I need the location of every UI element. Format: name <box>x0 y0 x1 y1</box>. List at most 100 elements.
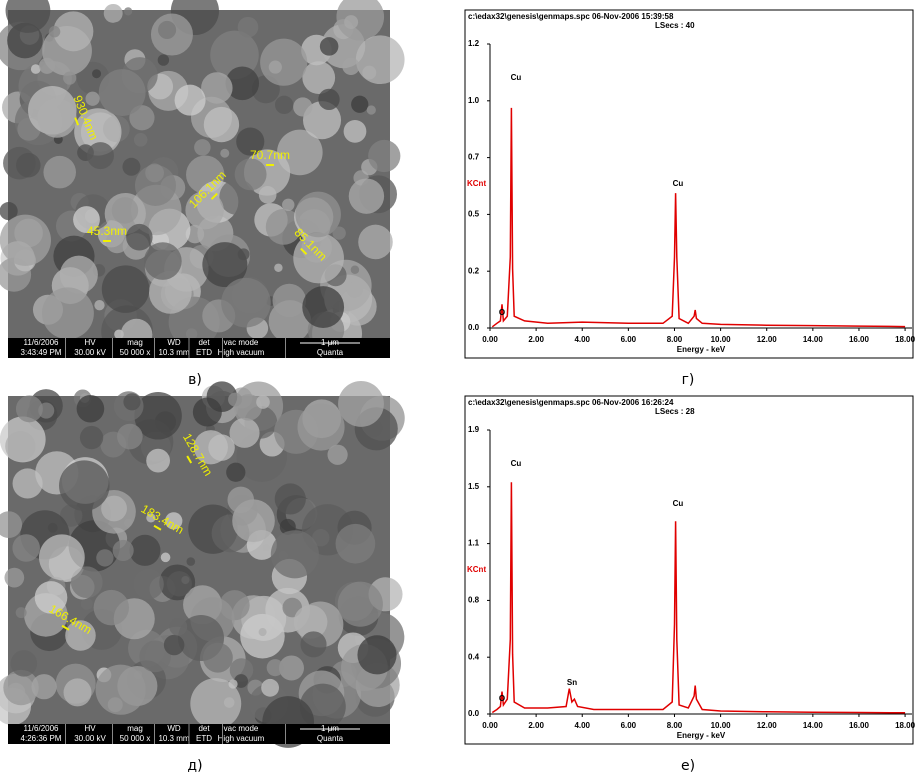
particle <box>190 678 242 730</box>
measurement-label: 70.7nm <box>250 148 290 162</box>
x-tick-label: 18.00 <box>895 335 916 344</box>
particle <box>272 283 307 318</box>
particle <box>63 71 77 85</box>
info-text: WD <box>167 338 181 347</box>
particle <box>293 232 344 284</box>
particle <box>229 417 260 448</box>
y-axis-label: KCnt <box>467 565 486 574</box>
y-tick-label: 1.5 <box>468 482 480 491</box>
particle <box>92 69 102 79</box>
particle <box>5 0 51 33</box>
info-text: ETD <box>196 348 212 357</box>
particle <box>133 133 148 147</box>
particle <box>15 607 27 619</box>
particle <box>85 91 100 106</box>
spectrum-line <box>491 107 906 328</box>
x-tick-label: 6.00 <box>621 721 637 730</box>
x-tick-label: 4.00 <box>574 335 590 344</box>
x-axis-label: Energy - keV <box>677 345 726 354</box>
x-axis-label: Energy - keV <box>677 731 726 740</box>
particle <box>122 157 141 176</box>
peak-label: Cu <box>673 499 684 508</box>
particle <box>163 634 185 656</box>
particle <box>266 659 284 677</box>
particle <box>31 674 57 700</box>
particle <box>270 530 319 579</box>
particle <box>34 581 68 614</box>
particle <box>274 263 283 272</box>
particle <box>80 597 93 610</box>
particle <box>338 381 384 427</box>
y-tick-label: 1.2 <box>468 39 480 48</box>
x-tick-label: 16.00 <box>849 721 870 730</box>
particle <box>344 15 359 30</box>
particle <box>297 403 345 451</box>
particle <box>123 393 141 411</box>
particle <box>146 513 156 523</box>
particle <box>174 84 206 116</box>
particle <box>350 265 360 274</box>
measurement-bar <box>74 117 80 126</box>
particle <box>226 462 246 482</box>
particle <box>201 72 233 104</box>
spectrum-header: c:\edax32\genesis\genmaps.spc 06-Nov-200… <box>468 12 674 21</box>
measurement-bar <box>61 624 70 631</box>
peak-label: O <box>499 308 505 317</box>
particle <box>15 395 43 423</box>
particle <box>348 178 385 214</box>
y-tick-label: 1.0 <box>468 96 480 105</box>
spectrum-line <box>491 482 906 714</box>
info-text: HV <box>84 338 96 347</box>
particle <box>332 226 346 240</box>
particle <box>194 139 211 156</box>
particle <box>346 281 363 298</box>
particle <box>143 242 182 280</box>
peak-label: Cu <box>511 73 522 82</box>
particle <box>228 679 238 689</box>
particle <box>278 655 304 681</box>
particle <box>237 16 259 38</box>
particle <box>327 444 348 465</box>
particle <box>342 57 360 76</box>
x-tick-label: 8.00 <box>667 335 683 344</box>
info-bar <box>8 338 390 358</box>
particle <box>65 620 96 651</box>
y-tick-label: 0.7 <box>468 153 480 162</box>
particle <box>227 486 255 514</box>
info-text: 11/6/2006 <box>24 338 60 347</box>
info-text: 3:43:49 PM <box>21 348 62 357</box>
particle <box>293 605 328 639</box>
peak-label: O <box>499 694 505 703</box>
particle <box>95 664 146 715</box>
measurement-bar <box>300 247 308 255</box>
particle <box>210 30 259 80</box>
particle <box>74 108 122 156</box>
particle <box>302 286 345 328</box>
particle <box>160 552 171 563</box>
info-text: det <box>198 338 210 347</box>
particle <box>37 98 77 138</box>
y-tick-label: 0.4 <box>468 652 480 661</box>
particle <box>96 549 114 567</box>
info-text: Quanta <box>317 734 344 743</box>
particle <box>139 640 172 673</box>
particle <box>30 64 41 74</box>
particle <box>0 214 51 266</box>
x-tick-label: 18.00 <box>895 721 916 730</box>
measurement-label: 45.3nm <box>87 224 127 238</box>
particle <box>12 534 40 562</box>
particle <box>53 11 94 52</box>
info-text: HV <box>84 724 96 733</box>
particle <box>12 468 43 499</box>
particle <box>94 300 105 311</box>
info-text: WD <box>167 724 181 733</box>
particle <box>355 35 405 85</box>
particle <box>258 628 267 637</box>
particle <box>0 416 46 463</box>
particle <box>368 139 401 173</box>
particle <box>157 54 170 66</box>
info-text: mag <box>127 338 143 347</box>
particle <box>351 95 369 113</box>
particle <box>16 152 41 178</box>
